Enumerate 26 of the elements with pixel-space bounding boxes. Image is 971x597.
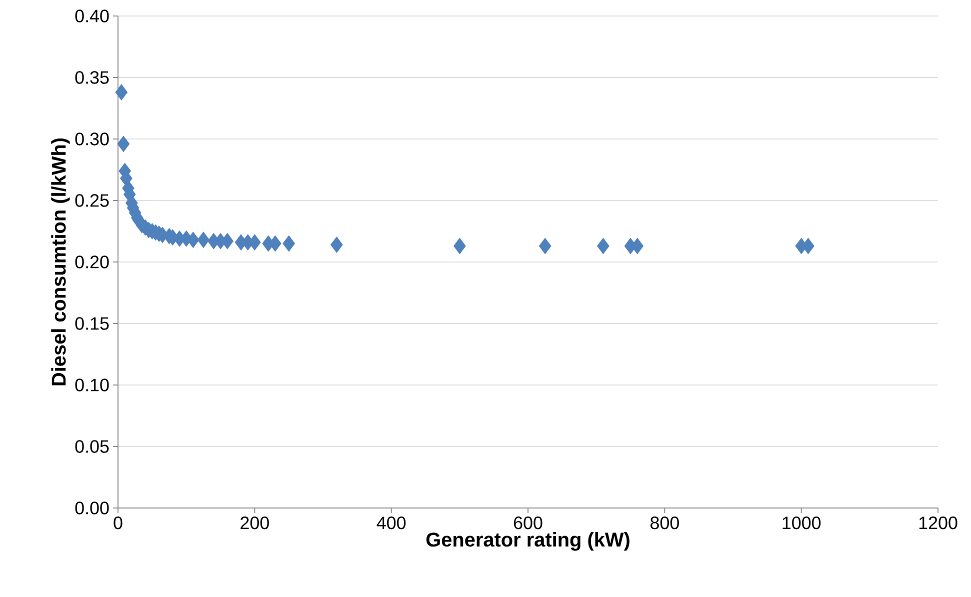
x-tick-label: 600 [514, 516, 542, 530]
point [197, 232, 210, 248]
y-tick-label: 0.35 [75, 71, 109, 84]
y-tick-label: 0.05 [75, 440, 109, 453]
y-tick-label: 0.10 [75, 378, 109, 392]
x-tick-label: 1000 [782, 516, 821, 530]
y-tick-label: 0.20 [75, 256, 109, 268]
y-tick-label: 0.40 [75, 10, 109, 22]
point [115, 84, 128, 100]
x-axis-title: Generator rating (kW) [426, 532, 630, 551]
point [330, 236, 343, 253]
point [117, 136, 130, 152]
y-tick-label: 0.30 [75, 132, 109, 146]
y-axis-title: Diesel consumtion (l/kWh) [51, 138, 70, 386]
x-tick-label: 800 [650, 516, 679, 530]
x-tick-label: 200 [240, 516, 269, 530]
point [453, 238, 466, 254]
y-tick-label: 0.15 [75, 317, 109, 330]
x-tick-label: 400 [376, 516, 406, 530]
point [596, 238, 610, 254]
point [282, 235, 296, 252]
x-tick-label: 0 [114, 516, 122, 530]
y-tick-label: 0.25 [75, 194, 109, 207]
x-tick-label: 1200 [919, 516, 958, 530]
point [538, 238, 552, 254]
y-tick-label: 0.00 [75, 502, 109, 514]
